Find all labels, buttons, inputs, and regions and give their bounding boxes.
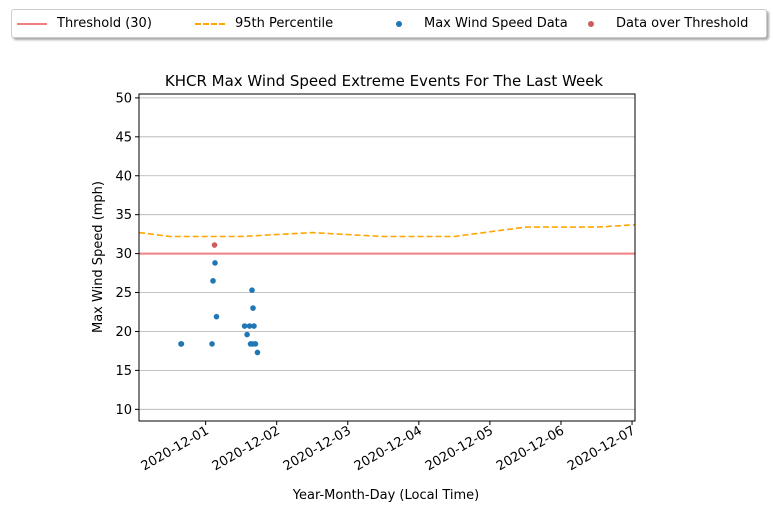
y-tick-label: 30 — [115, 247, 132, 262]
scatter-points — [178, 242, 261, 356]
y-tick-label: 15 — [115, 364, 132, 379]
legend-item-over-threshold: Data over Threshold — [576, 10, 748, 37]
wind-speed-point — [250, 305, 256, 311]
x-tick-label: 2020-12-02 — [210, 423, 283, 474]
y-axis-label: Max Wind Speed (mph) — [91, 181, 106, 333]
legend-item-95th: 95th Percentile — [195, 10, 333, 37]
x-axis-label: Year-Month-Day (Local Time) — [292, 488, 479, 503]
x-tick-label: 2020-12-05 — [423, 423, 496, 474]
legend-item-max-wind: Max Wind Speed Data — [384, 10, 568, 37]
y-tick-label: 50 — [115, 91, 132, 106]
wind-speed-point — [249, 287, 255, 294]
chart-title: KHCR Max Wind Speed Extreme Events For T… — [165, 72, 604, 90]
threshold-swatch — [17, 18, 47, 30]
max-wind-swatch — [384, 18, 414, 30]
x-tick-label: 2020-12-04 — [352, 423, 425, 474]
y-tick-label: 10 — [115, 403, 132, 418]
reference-lines — [138, 224, 636, 255]
legend-item-threshold: Threshold (30) — [17, 10, 152, 37]
percentile-swatch — [195, 18, 225, 30]
legend-label-threshold: Threshold (30) — [57, 16, 152, 31]
legend-label-over-threshold: Data over Threshold — [616, 16, 749, 31]
wind-speed-point — [210, 278, 216, 284]
percentile-95-line — [138, 224, 636, 238]
legend: Threshold (30) 95th Percentile Max Wind … — [11, 9, 767, 38]
wind-speed-point — [252, 341, 259, 347]
x-tick-label: 2020-12-01 — [139, 423, 212, 474]
x-axis: 2020-12-012020-12-022020-12-032020-12-04… — [139, 421, 638, 474]
wind-speed-point — [251, 323, 257, 329]
wind-speed-point — [244, 331, 250, 338]
wind-speed-point — [241, 323, 248, 329]
wind-speed-point — [246, 323, 253, 329]
y-tick-label: 20 — [115, 325, 132, 340]
plot-frame — [138, 93, 636, 422]
over-threshold-swatch — [576, 18, 606, 30]
y-tick-label: 25 — [115, 286, 132, 301]
y-axis: 10 15 20 25 30 35 40 45 50 — [115, 91, 139, 418]
x-tick-label: 2020-12-03 — [281, 423, 354, 474]
wind-speed-point — [178, 341, 185, 347]
wind-speed-point — [209, 341, 215, 347]
legend-label-95th: 95th Percentile — [235, 16, 334, 31]
legend-label-max-wind: Max Wind Speed Data — [424, 16, 568, 31]
wind-speed-point — [213, 313, 220, 320]
wind-speed-point — [254, 349, 261, 356]
y-tick-label: 40 — [115, 169, 132, 184]
wind-speed-point — [212, 260, 218, 266]
y-tick-label: 35 — [115, 208, 132, 223]
over-threshold-point — [211, 242, 218, 248]
x-tick-label: 2020-12-06 — [494, 423, 567, 474]
x-tick-label: 2020-12-07 — [565, 423, 638, 474]
y-tick-label: 45 — [115, 130, 132, 145]
